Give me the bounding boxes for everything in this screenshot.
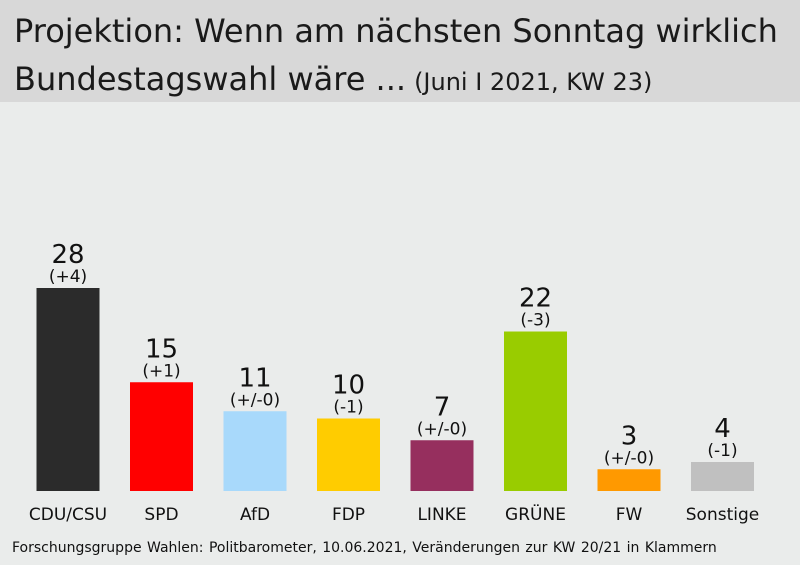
value-label-sonstige: 4 bbox=[714, 414, 731, 444]
category-label-cdu-csu: CDU/CSU bbox=[29, 505, 107, 525]
category-label-sonstige: Sonstige bbox=[686, 505, 759, 525]
value-label-gruene: 22 bbox=[519, 284, 552, 314]
chart-title-line-2: Bundestagswahl wäre ... (Juni I 2021, KW … bbox=[14, 60, 652, 98]
chart-header: Projektion: Wenn am nächsten Sonntag wir… bbox=[0, 0, 800, 102]
value-label-cdu-csu: 28 bbox=[51, 240, 84, 270]
change-label-sonstige: (-1) bbox=[707, 441, 737, 461]
change-label-linke: (+/-0) bbox=[417, 419, 467, 439]
bar-spd bbox=[130, 382, 193, 491]
change-label-spd: (+1) bbox=[142, 361, 180, 381]
value-label-fw: 3 bbox=[621, 421, 638, 451]
category-label-fw: FW bbox=[616, 505, 643, 525]
category-label-fdp: FDP bbox=[332, 505, 365, 525]
value-label-spd: 15 bbox=[145, 334, 178, 364]
category-label-afd: AfD bbox=[240, 505, 270, 525]
bar-sonstige bbox=[691, 462, 754, 491]
bar-linke bbox=[410, 440, 474, 491]
category-label-gruene: GRÜNE bbox=[505, 503, 566, 525]
bar-cdu-csu bbox=[36, 288, 100, 491]
change-label-cdu-csu: (+4) bbox=[49, 267, 87, 287]
category-label-linke: LINKE bbox=[417, 505, 466, 525]
source-note: Forschungsgruppe Wahlen: Politbarometer,… bbox=[12, 540, 717, 556]
change-label-fdp: (-1) bbox=[333, 398, 363, 418]
bar-fdp bbox=[317, 418, 380, 491]
bar-chart: 28(+4)CDU/CSU15(+1)SPD11(+/-0)AfD10(-1)F… bbox=[29, 240, 759, 525]
change-label-gruene: (-3) bbox=[520, 311, 550, 331]
value-label-linke: 7 bbox=[434, 392, 451, 422]
chart-title-line-1: Projektion: Wenn am nächsten Sonntag wir… bbox=[14, 12, 778, 50]
chart-title-main: Bundestagswahl wäre ... bbox=[14, 60, 407, 98]
value-label-afd: 11 bbox=[238, 363, 271, 393]
change-label-fw: (+/-0) bbox=[604, 448, 654, 468]
category-label-spd: SPD bbox=[144, 505, 178, 525]
change-label-afd: (+/-0) bbox=[230, 390, 280, 410]
bar-afd bbox=[223, 411, 287, 491]
value-label-fdp: 10 bbox=[332, 371, 365, 401]
bar-gruene bbox=[504, 331, 567, 491]
chart-subtitle: (Juni I 2021, KW 23) bbox=[414, 68, 653, 96]
bar-fw bbox=[597, 469, 661, 491]
